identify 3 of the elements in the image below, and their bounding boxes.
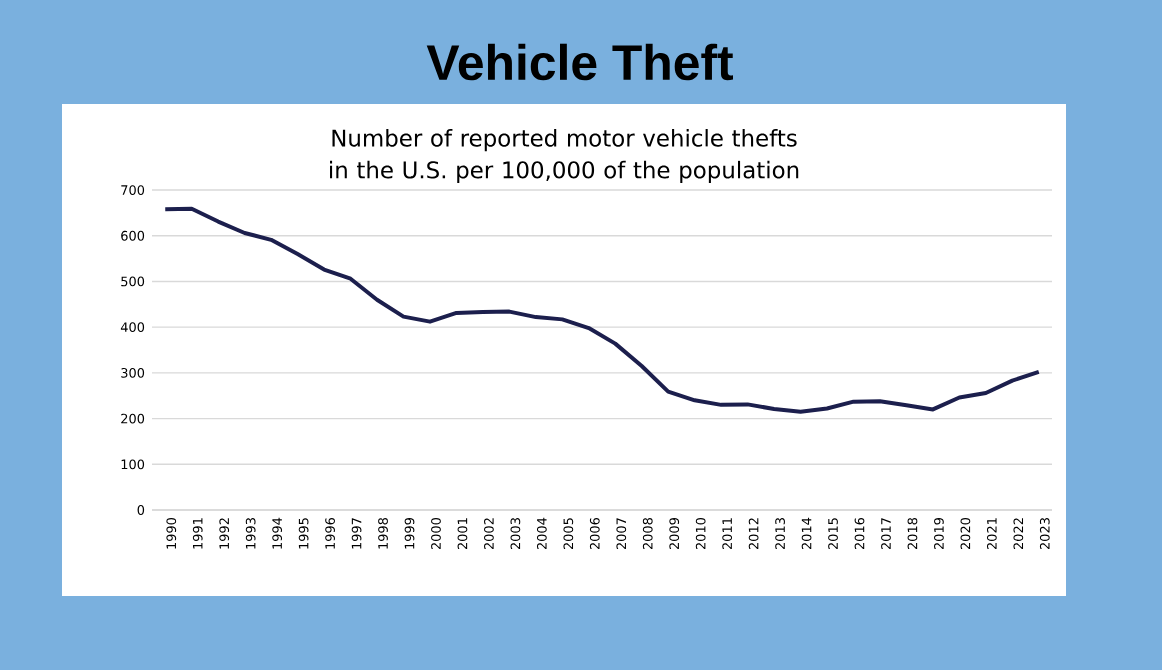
- line-series: [163, 206, 1041, 414]
- chart-title: Vehicle Theft: [426, 43, 733, 81]
- chart-subtitle: Number of reported motor vehicle thefts in the U.S. per 100,000 of the population: [330, 128, 799, 184]
